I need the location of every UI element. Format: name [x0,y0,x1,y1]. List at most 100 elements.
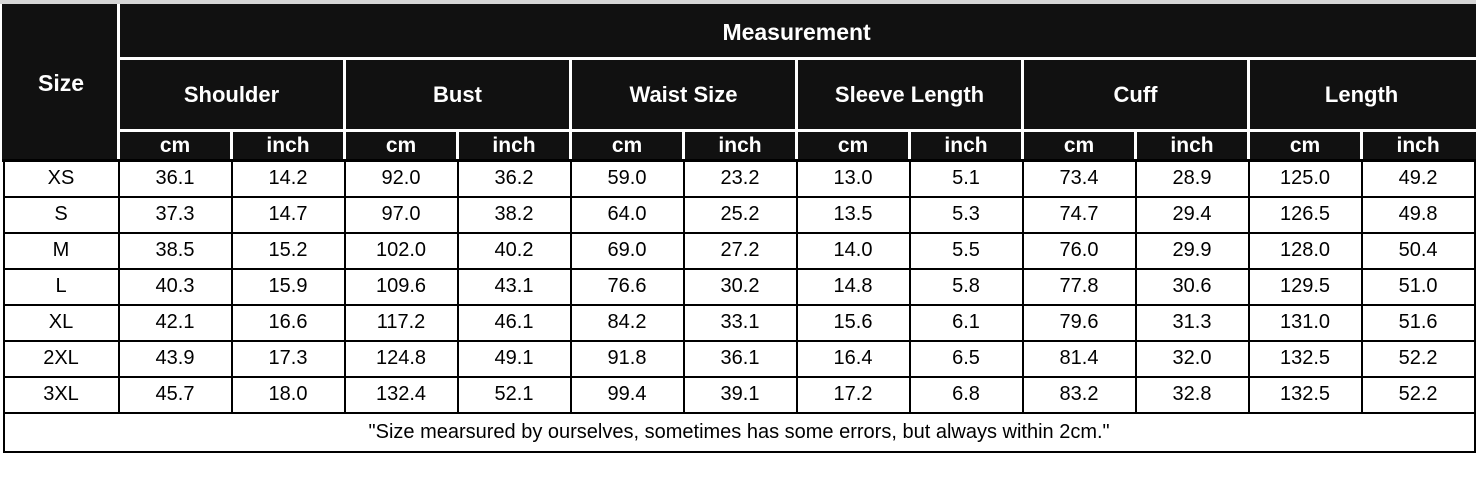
measurement-value: 84.2 [569,303,685,342]
measurement-value: 15.9 [230,267,346,306]
measurement-value: 16.6 [230,303,346,342]
unit-header-shoulder-inch: inch [230,129,346,162]
table-row-xs: XS 36.1 14.2 92.0 36.2 59.0 23.2 13.0 5.… [2,159,1476,198]
size-label: S [2,195,120,234]
measurement-value: 49.8 [1360,195,1476,234]
group-header-cuff: Cuff [1021,57,1250,132]
size-label: XS [2,159,120,198]
measurement-value: 38.5 [117,231,233,270]
unit-header-cuff-cm: cm [1021,129,1137,162]
measurement-value: 30.2 [682,267,798,306]
measurement-value: 99.4 [569,375,685,414]
measurement-value: 18.0 [230,375,346,414]
header-row-measurement: Size Measurement [2,4,1476,162]
measurement-value: 32.0 [1134,339,1250,378]
measurement-value: 15.6 [795,303,911,342]
measurement-value: 5.3 [908,195,1024,234]
measurement-value: 27.2 [682,231,798,270]
measurement-value: 29.9 [1134,231,1250,270]
table-footer-row: "Size mearsured by ourselves, sometimes … [2,411,1476,453]
measurement-value: 126.5 [1247,195,1363,234]
measurement-value: 124.8 [343,339,459,378]
measurement-value: 125.0 [1247,159,1363,198]
measurement-value: 77.8 [1021,267,1137,306]
measurement-value: 29.4 [1134,195,1250,234]
measurement-value: 25.2 [682,195,798,234]
measurement-value: 40.3 [117,267,233,306]
measurement-value: 43.9 [117,339,233,378]
measurement-header: Measurement [116,4,1476,60]
measurement-value: 5.8 [908,267,1024,306]
unit-header-shoulder-cm: cm [117,129,233,162]
unit-header-sleeve-cm: cm [795,129,911,162]
measurement-value: 6.5 [908,339,1024,378]
group-header-length: Length [1246,57,1476,132]
size-label: L [2,267,120,306]
measurement-value: 36.1 [117,159,233,198]
measurement-value: 42.1 [117,303,233,342]
measurement-value: 37.3 [117,195,233,234]
group-header-bust: Bust [343,57,572,132]
measurement-value: 16.4 [795,339,911,378]
measurement-value: 49.2 [1360,159,1476,198]
table-row-m: M 38.5 15.2 102.0 40.2 69.0 27.2 14.0 5.… [2,231,1476,270]
measurement-value: 6.8 [908,375,1024,414]
measurement-value: 49.1 [456,339,572,378]
group-header-shoulder: Shoulder [117,57,346,132]
measurement-value: 38.2 [456,195,572,234]
measurement-value: 79.6 [1021,303,1137,342]
measurement-value: 132.4 [343,375,459,414]
measurement-value: 117.2 [343,303,459,342]
measurement-value: 14.8 [795,267,911,306]
header-row-units: cm inch cm inch cm inch cm inch cm inch … [4,129,1476,162]
measurement-value: 36.2 [456,159,572,198]
unit-header-cuff-inch: inch [1134,129,1250,162]
size-label: XL [2,303,120,342]
measurement-value: 28.9 [1134,159,1250,198]
measurement-value: 102.0 [343,231,459,270]
measurement-value: 91.8 [569,339,685,378]
table-row-l: L 40.3 15.9 109.6 43.1 76.6 30.2 14.8 5.… [2,267,1476,306]
unit-header-length-cm: cm [1247,129,1363,162]
measurement-value: 59.0 [569,159,685,198]
size-column-header: Size [2,4,120,162]
measurement-value: 97.0 [343,195,459,234]
unit-header-waist-inch: inch [682,129,798,162]
table-row-s: S 37.3 14.7 97.0 38.2 64.0 25.2 13.5 5.3… [2,195,1476,234]
measurement-value: 33.1 [682,303,798,342]
measurement-value: 69.0 [569,231,685,270]
measurement-value: 81.4 [1021,339,1137,378]
unit-header-sleeve-inch: inch [908,129,1024,162]
measurement-value: 5.1 [908,159,1024,198]
measurement-value: 52.2 [1360,339,1476,378]
measurement-value: 50.4 [1360,231,1476,270]
measurement-value: 46.1 [456,303,572,342]
table-row-3xl: 3XL 45.7 18.0 132.4 52.1 99.4 39.1 17.2 … [2,375,1476,414]
unit-header-bust-inch: inch [456,129,572,162]
measurement-value: 109.6 [343,267,459,306]
measurement-value: 73.4 [1021,159,1137,198]
measurement-value: 30.6 [1134,267,1250,306]
header-row-groups: Shoulder Bust Waist Size Sleeve Length C… [4,57,1476,132]
measurement-value: 45.7 [117,375,233,414]
page-top-strip [0,0,1476,4]
measurement-value: 51.6 [1360,303,1476,342]
measurement-value: 14.2 [230,159,346,198]
measurement-value: 17.3 [230,339,346,378]
size-label: 3XL [2,375,120,414]
measurement-value: 76.0 [1021,231,1137,270]
unit-header-waist-cm: cm [569,129,685,162]
measurement-value: 15.2 [230,231,346,270]
size-measurement-table: Size Measurement Shoulder Bust Waist Siz… [2,4,1476,453]
measurement-value: 83.2 [1021,375,1137,414]
size-label: M [2,231,120,270]
measurement-value: 128.0 [1247,231,1363,270]
measurement-value: 74.7 [1021,195,1137,234]
measurement-value: 132.5 [1247,375,1363,414]
measurement-value: 52.2 [1360,375,1476,414]
measurement-value: 36.1 [682,339,798,378]
measurement-value: 14.0 [795,231,911,270]
unit-header-bust-cm: cm [343,129,459,162]
measurement-value: 5.5 [908,231,1024,270]
